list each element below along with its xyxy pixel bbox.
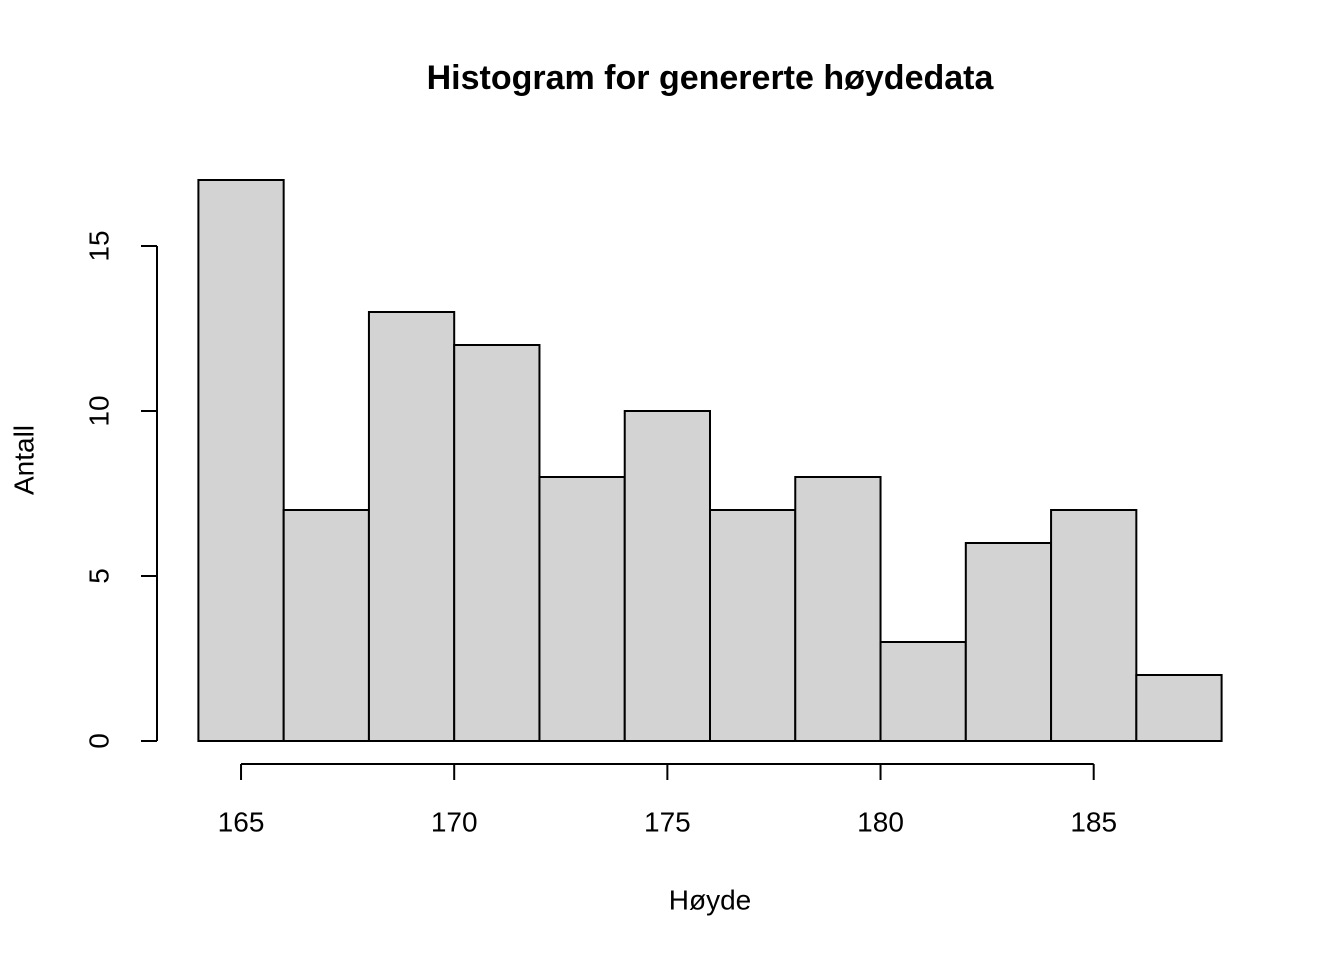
- bar: [367, 311, 456, 742]
- bar: [1135, 674, 1223, 742]
- bar: [964, 542, 1053, 742]
- bar: [197, 179, 285, 742]
- bar: [879, 641, 967, 742]
- bar: [538, 476, 626, 742]
- y-tick-label: 10: [83, 395, 114, 426]
- y-tick-label: 5: [83, 568, 114, 584]
- x-tick-label: 180: [857, 806, 904, 837]
- x-tick-label: 165: [218, 806, 265, 837]
- chart-title: Histogram for genererte høydedata: [427, 59, 995, 97]
- bar: [794, 476, 882, 742]
- y-tick-label: 0: [83, 733, 114, 749]
- x-tick-label: 175: [644, 806, 691, 837]
- y-tick-label: 15: [83, 230, 114, 261]
- bar: [1050, 509, 1138, 742]
- bar: [623, 410, 712, 742]
- bar: [453, 344, 541, 742]
- x-tick-label: 185: [1070, 806, 1117, 837]
- x-axis-label: Høyde: [669, 884, 751, 915]
- x-tick-label: 170: [431, 806, 478, 837]
- y-axis-label: Antall: [8, 425, 39, 495]
- bar: [282, 509, 370, 742]
- bar: [709, 509, 797, 742]
